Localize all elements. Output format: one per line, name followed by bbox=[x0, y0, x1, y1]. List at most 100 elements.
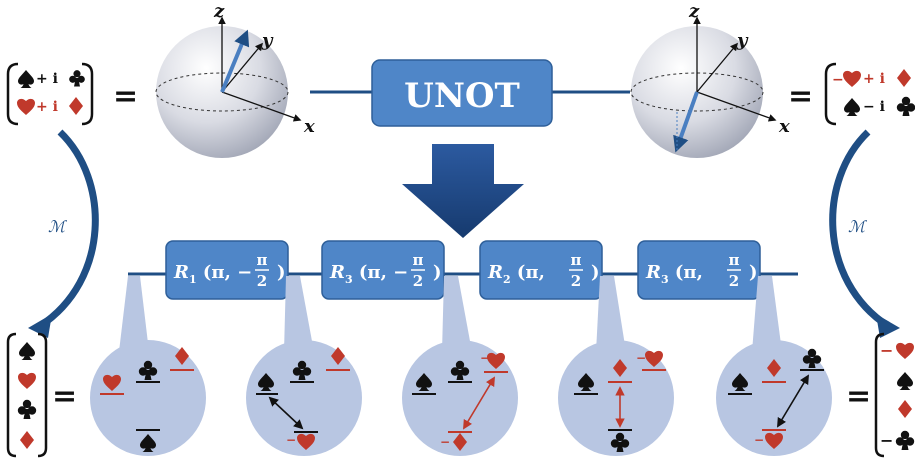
gate-box[interactable] bbox=[165, 240, 289, 300]
gate-close-paren: ) bbox=[433, 262, 442, 283]
basis-vector-left bbox=[6, 332, 48, 458]
vec-right-sign-1: − bbox=[880, 341, 893, 360]
gate-box[interactable] bbox=[321, 240, 445, 300]
level-diagram-4: − bbox=[558, 340, 674, 456]
fraction-numerator: π bbox=[729, 251, 740, 269]
equals-sign-bottom-left: = bbox=[52, 379, 77, 414]
callout-wedge-4 bbox=[596, 276, 626, 352]
state-right-row1-sign: − bbox=[832, 72, 844, 88]
map-arrowhead-left bbox=[28, 314, 52, 338]
decomposition-arrow bbox=[402, 144, 524, 238]
heart-icon bbox=[843, 70, 861, 87]
level-diagram-5: − bbox=[716, 340, 832, 456]
bracket-right bbox=[37, 332, 48, 458]
club-icon bbox=[69, 70, 85, 87]
bracket-left bbox=[874, 332, 885, 458]
gate-box[interactable] bbox=[479, 240, 603, 300]
map-label-left: ℳ bbox=[48, 217, 68, 236]
gate-label: R3 (π, − bbox=[329, 262, 408, 286]
y-axis-left bbox=[221, 42, 263, 93]
diamond-icon bbox=[69, 97, 83, 115]
state-left-row1-op: + i bbox=[36, 71, 58, 87]
gate-close-paren: ) bbox=[591, 262, 600, 283]
phase-sign: − bbox=[480, 351, 490, 365]
map-arrow-left bbox=[38, 129, 99, 329]
gate-close-paren: ) bbox=[277, 262, 286, 283]
y-label-right: y bbox=[736, 30, 749, 51]
fraction-denominator: 2 bbox=[729, 272, 739, 290]
level-diagram-3: − − bbox=[402, 340, 518, 456]
equator-left bbox=[155, 72, 289, 112]
equator-right bbox=[630, 72, 764, 112]
gate-label: R2 (π, bbox=[487, 262, 545, 286]
club-icon bbox=[896, 96, 915, 116]
club-icon bbox=[895, 430, 915, 450]
state-vector-right: − + i − i bbox=[824, 62, 915, 126]
phase-sign: − bbox=[754, 433, 764, 447]
diamond-icon bbox=[897, 69, 911, 87]
map-arrow-right bbox=[829, 129, 890, 329]
state-arrow-right bbox=[673, 91, 699, 153]
callout-wedge-1 bbox=[118, 276, 150, 360]
rotation-gate-4[interactable]: R3 (π, π 2) bbox=[637, 240, 761, 300]
heart-icon bbox=[18, 372, 36, 389]
state-right-row2-op: − i bbox=[863, 99, 885, 115]
fraction-numerator: π bbox=[571, 251, 582, 269]
y-label-left: y bbox=[261, 30, 274, 51]
callout-wedge-2 bbox=[284, 276, 314, 352]
phase-sign: − bbox=[286, 433, 296, 447]
diamond-icon bbox=[898, 400, 912, 418]
spade-icon bbox=[844, 98, 860, 116]
bloch-sphere-right: z y x bbox=[630, 1, 790, 158]
rotation-gate-3[interactable]: R2 (π, π 2) bbox=[479, 240, 603, 300]
unot-label: UNOT bbox=[404, 76, 520, 116]
map-label-right: ℳ bbox=[848, 217, 868, 236]
state-vector-left: + i + i bbox=[6, 62, 94, 126]
unot-gate[interactable] bbox=[371, 59, 553, 127]
equals-sign-bottom-right: = bbox=[846, 379, 871, 414]
gate-box[interactable] bbox=[637, 240, 761, 300]
transition-arrow bbox=[463, 376, 495, 430]
transition-arrow bbox=[777, 374, 809, 428]
y-axis-right bbox=[696, 42, 738, 93]
level-diagram-1 bbox=[90, 340, 206, 456]
gate-close-paren: ) bbox=[749, 262, 758, 283]
bracket-right bbox=[81, 62, 94, 126]
rotation-gate-2[interactable]: R3 (π, − π 2) bbox=[321, 240, 445, 300]
callouts bbox=[118, 276, 782, 360]
x-axis-left bbox=[221, 91, 302, 122]
spade-icon bbox=[19, 342, 35, 360]
bracket-left bbox=[6, 62, 19, 126]
state-right-row1-op: + i bbox=[863, 71, 885, 87]
heart-icon bbox=[17, 98, 35, 115]
phase-sign: − bbox=[636, 351, 646, 365]
bracket-left bbox=[6, 332, 17, 458]
z-label-right: z bbox=[688, 1, 700, 22]
fraction-numerator: π bbox=[413, 251, 424, 269]
rotation-gate-1[interactable]: R1 (π, − π 2) bbox=[165, 240, 289, 300]
fraction-denominator: 2 bbox=[571, 272, 581, 290]
basis-vector-right: − − bbox=[874, 332, 915, 458]
fraction-numerator: π bbox=[257, 251, 268, 269]
spade-icon bbox=[897, 372, 913, 390]
phase-sign: − bbox=[440, 435, 450, 449]
gate-sequence: R1 (π, −π2) R3 (π, −π2) R2 (π, π2) R3 (π, π… bbox=[165, 240, 761, 300]
spade-icon bbox=[18, 70, 34, 88]
x-label-right: x bbox=[778, 116, 790, 137]
state-left-row2-op: + i bbox=[36, 99, 58, 115]
gate-label: R1 (π, − bbox=[173, 262, 252, 286]
callout-wedge-5 bbox=[752, 276, 782, 352]
vec-right-sign-2: − bbox=[880, 431, 893, 450]
transition-arrow bbox=[268, 396, 304, 430]
x-axis-right bbox=[696, 91, 777, 122]
level-diagram-2: − bbox=[246, 340, 362, 456]
gate-label: R3 (π, bbox=[645, 262, 703, 286]
state-arrow-left bbox=[220, 29, 250, 93]
fraction-denominator: 2 bbox=[257, 272, 267, 290]
z-label-left: z bbox=[213, 1, 225, 22]
equals-sign-top-left: = bbox=[113, 79, 138, 114]
fraction-denominator: 2 bbox=[413, 272, 423, 290]
x-label-left: x bbox=[303, 116, 315, 137]
bracket-left bbox=[824, 62, 837, 126]
